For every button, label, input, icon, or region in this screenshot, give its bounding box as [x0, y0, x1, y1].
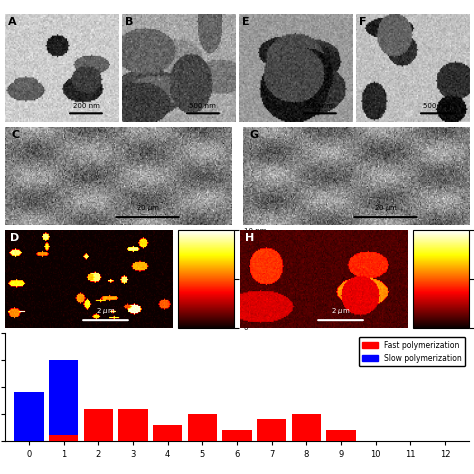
Bar: [49, 436, 78, 441]
Text: E: E: [242, 18, 250, 27]
Text: 500 nm: 500 nm: [423, 103, 450, 109]
Bar: [49, 436, 78, 441]
Text: H: H: [245, 233, 254, 243]
Text: 200 nm: 200 nm: [307, 103, 333, 109]
Bar: [14, 392, 44, 441]
Bar: [188, 414, 217, 441]
Text: A: A: [8, 18, 17, 27]
Text: G: G: [249, 130, 259, 140]
Text: 20 $\mu$m: 20 $\mu$m: [374, 203, 397, 213]
Bar: [257, 419, 286, 441]
Bar: [83, 409, 113, 441]
Bar: [326, 430, 356, 441]
Text: 20 $\mu$m: 20 $\mu$m: [136, 203, 159, 213]
Bar: [292, 414, 321, 441]
Text: 2 $\mu$m: 2 $\mu$m: [331, 306, 350, 316]
Bar: [222, 430, 252, 441]
Text: F: F: [359, 18, 366, 27]
Legend: Fast polymerization, Slow polymerization: Fast polymerization, Slow polymerization: [359, 337, 465, 366]
Text: 200 nm: 200 nm: [73, 103, 100, 109]
Text: 500 nm: 500 nm: [190, 103, 216, 109]
Bar: [118, 409, 148, 441]
Text: C: C: [11, 130, 19, 140]
Text: B: B: [125, 18, 134, 27]
Text: D: D: [10, 233, 19, 243]
Bar: [153, 425, 182, 441]
Text: 2 $\mu$m: 2 $\mu$m: [96, 306, 115, 316]
Bar: [49, 360, 78, 441]
